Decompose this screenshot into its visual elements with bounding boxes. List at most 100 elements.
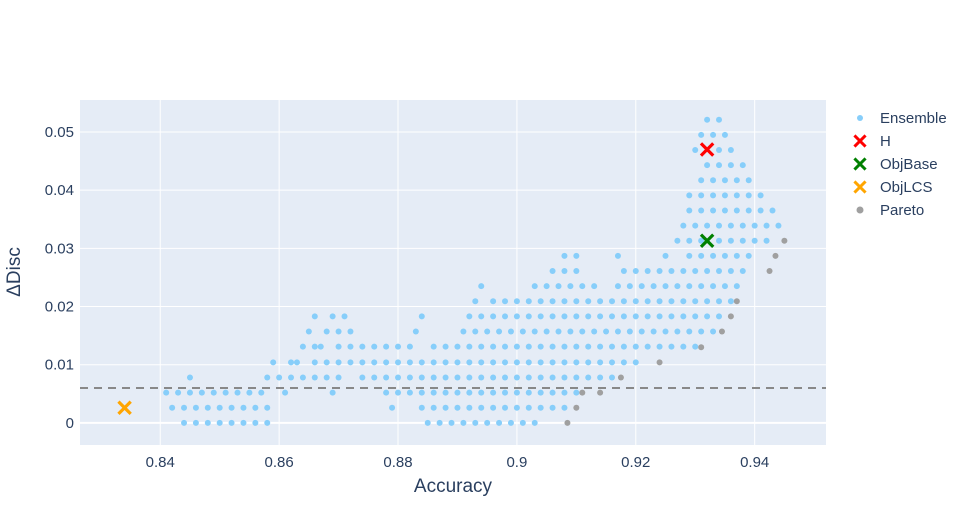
ensemble-point [430, 404, 437, 411]
ensemble-point [198, 389, 205, 396]
ensemble-point [573, 389, 580, 396]
ensemble-point [733, 177, 740, 184]
ensemble-point [549, 343, 556, 350]
ensemble-point [585, 313, 592, 320]
ensemble-point [561, 343, 568, 350]
ensemble-point [537, 374, 544, 381]
ensemble-point [745, 252, 752, 259]
ensemble-point [721, 192, 728, 199]
ensemble-point [442, 404, 449, 411]
legend-item-objbase[interactable]: ObjBase [853, 156, 938, 173]
ensemble-point [466, 313, 473, 320]
pareto-point [766, 268, 773, 275]
ensemble-point [181, 404, 188, 411]
ensemble-point [311, 359, 318, 366]
ensemble-point [513, 298, 520, 305]
ensemble-point [311, 343, 318, 350]
ensemble-point [531, 283, 538, 290]
ensemble-point [264, 374, 271, 381]
ensemble-point [460, 419, 467, 426]
ensemble-point [537, 313, 544, 320]
legend-item-objlcs[interactable]: ObjLCS [853, 179, 933, 196]
ensemble-point [175, 389, 182, 396]
legend-ensemble-label: Ensemble [880, 110, 947, 127]
ensemble-point [252, 419, 259, 426]
ensemble-point [383, 389, 390, 396]
ensemble-point [383, 374, 390, 381]
ensemble-point [579, 328, 586, 335]
x-tick-label: 0.9 [506, 454, 527, 471]
ensemble-point [620, 298, 627, 305]
ensemble-point [692, 343, 699, 350]
ensemble-point [567, 283, 574, 290]
ensemble-point [573, 298, 580, 305]
ensemble-point [478, 404, 485, 411]
legend-h-label: H [880, 133, 891, 150]
legend-item-ensemble[interactable]: Ensemble [857, 110, 947, 127]
ensemble-point [721, 283, 728, 290]
ensemble-point [341, 313, 348, 320]
ensemble-point [525, 313, 532, 320]
pareto-point [573, 404, 580, 411]
ensemble-point [620, 313, 627, 320]
ensemble-point [389, 404, 396, 411]
ensemble-point [727, 147, 734, 154]
ensemble-point [644, 298, 651, 305]
ensemble-point [698, 131, 705, 138]
ensemble-point [478, 283, 485, 290]
legend-item-h[interactable]: H [853, 133, 891, 150]
ensemble-point [430, 389, 437, 396]
ensemble-point [442, 389, 449, 396]
ensemble-point [490, 343, 497, 350]
ensemble-point [573, 268, 580, 275]
ensemble-point [395, 374, 402, 381]
ensemble-point [478, 374, 485, 381]
ensemble-point [555, 283, 562, 290]
ensemble-point [585, 298, 592, 305]
legend-objbase-marker [853, 157, 867, 171]
ensemble-point [561, 252, 568, 259]
ensemble-point [727, 268, 734, 275]
ensemble-point [317, 343, 324, 350]
ensemble-point [745, 177, 752, 184]
ensemble-point [311, 374, 318, 381]
ensemble-point [496, 328, 503, 335]
legend[interactable]: Ensemble H ObjBase ObjLCS Pareto [853, 110, 947, 219]
ensemble-point [632, 268, 639, 275]
ensemble-point [502, 343, 509, 350]
ensemble-point [751, 222, 758, 229]
objbase-marker [699, 233, 715, 249]
ensemble-point [561, 298, 568, 305]
ensemble-point [204, 404, 211, 411]
ensemble-point [710, 252, 717, 259]
ensemble-point [733, 192, 740, 199]
legend-item-pareto[interactable]: Pareto [856, 202, 925, 219]
ensemble-point [299, 343, 306, 350]
ensemble-point [442, 374, 449, 381]
ensemble-point [418, 313, 425, 320]
ensemble-point [383, 343, 390, 350]
ensemble-point [727, 162, 734, 169]
ensemble-point [674, 283, 681, 290]
ensemble-point [573, 359, 580, 366]
ensemble-point [507, 419, 514, 426]
ensemble-point [406, 374, 413, 381]
ensemble-point [502, 313, 509, 320]
y-tick-label: 0 [66, 415, 74, 432]
ensemble-point [484, 328, 491, 335]
ensemble-point [549, 268, 556, 275]
ensemble-point [228, 404, 235, 411]
ensemble-point [561, 374, 568, 381]
ensemble-point [716, 313, 723, 320]
ensemble-point [591, 283, 598, 290]
ensemble-point [745, 207, 752, 214]
ensemble-point [733, 283, 740, 290]
ensemble-point [692, 147, 699, 154]
y-tick-label: 0.03 [45, 240, 74, 257]
ensemble-point [727, 298, 734, 305]
ensemble-point [704, 268, 711, 275]
ensemble-point [716, 116, 723, 123]
ensemble-point [662, 328, 669, 335]
ensemble-point [490, 389, 497, 396]
ensemble-point [644, 313, 651, 320]
